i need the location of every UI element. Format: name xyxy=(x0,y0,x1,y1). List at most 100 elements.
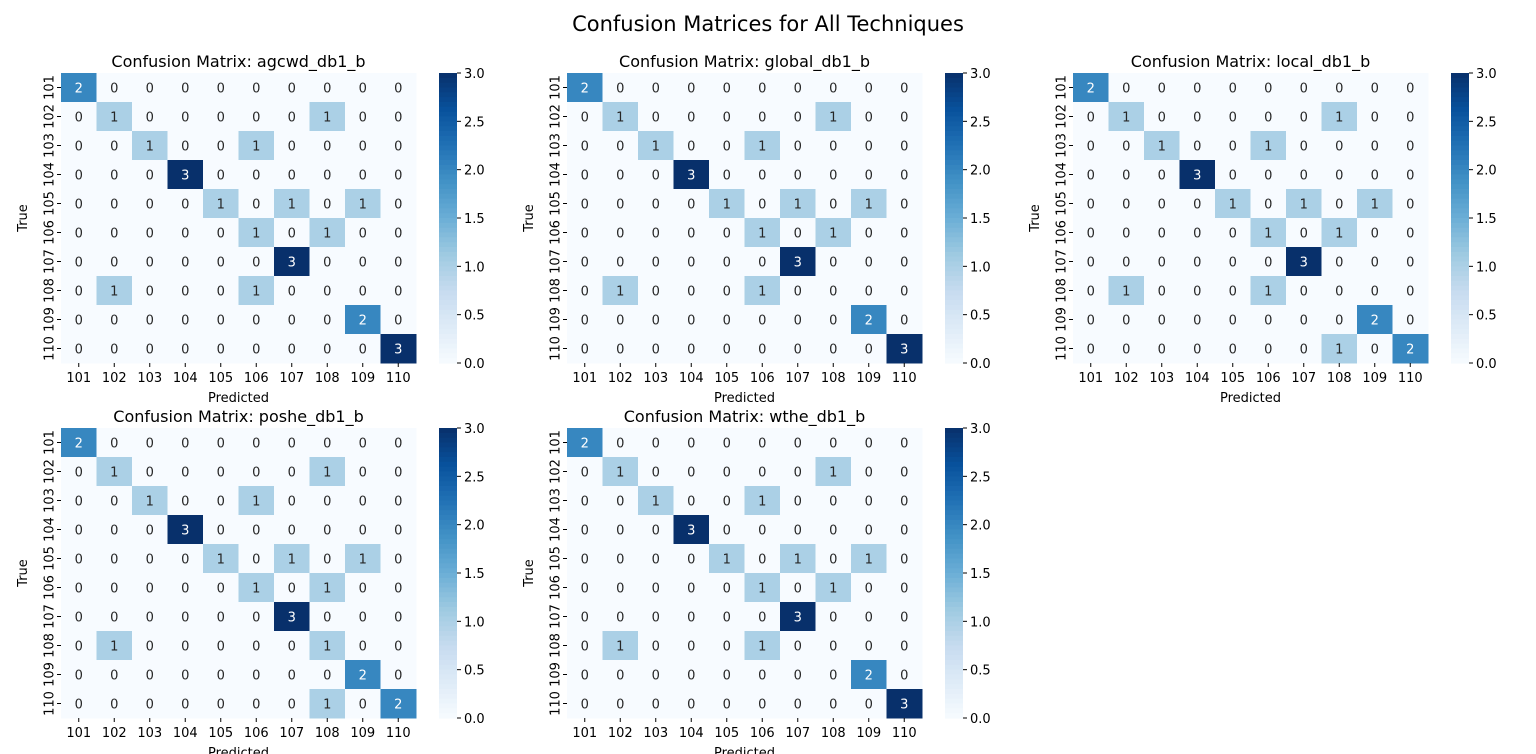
heatmap-cell xyxy=(815,457,852,487)
heatmap-cell xyxy=(1179,305,1216,335)
cell-value-label: 0 xyxy=(323,553,331,568)
colorbar-segment xyxy=(439,198,457,205)
colorbar-segment xyxy=(1451,179,1469,185)
colorbar-segment xyxy=(439,486,457,492)
cell-value-label: 0 xyxy=(146,82,154,97)
x-tick-label: 102 xyxy=(102,726,127,741)
heatmap-cell xyxy=(1286,276,1322,306)
x-tick-label: 109 xyxy=(350,726,375,741)
heatmap-cell xyxy=(96,631,133,661)
cell-value-label: 0 xyxy=(1087,314,1095,329)
cell-value-label: 0 xyxy=(900,582,908,597)
cell-value-label: 0 xyxy=(652,466,660,481)
colorbar-segment xyxy=(945,338,963,345)
cell-value-label: 1 xyxy=(652,140,660,155)
colorbar-segment xyxy=(945,261,963,267)
heatmap-cell xyxy=(1357,276,1393,306)
heatmap-cell xyxy=(380,73,417,103)
cell-value-label: 0 xyxy=(794,111,802,126)
cell-value-label: 0 xyxy=(829,524,837,539)
heatmap-cell xyxy=(709,276,745,306)
cell-value-label: 0 xyxy=(394,256,402,271)
colorbar-segment xyxy=(439,237,457,243)
heatmap-cell xyxy=(1357,334,1393,364)
cell-value-label: 0 xyxy=(1406,140,1414,155)
colorbar-segment xyxy=(439,626,457,632)
heatmap-cell xyxy=(1286,189,1322,219)
cell-value-label: 0 xyxy=(394,314,402,329)
colorbar-segment xyxy=(1451,295,1469,301)
heatmap-cell xyxy=(851,515,887,545)
colorbar-tick-label: 3.0 xyxy=(970,422,991,437)
colorbar-tick-label: 2.5 xyxy=(464,470,485,485)
cell-value-label: 0 xyxy=(794,582,802,597)
colorbar-segment xyxy=(1451,242,1469,248)
cell-value-label: 0 xyxy=(323,495,331,510)
cell-value-label: 0 xyxy=(288,640,296,655)
cell-value-label: 2 xyxy=(865,314,873,329)
y-tick-label: 107 xyxy=(549,604,564,629)
colorbar-segment xyxy=(945,442,963,448)
cell-value-label: 0 xyxy=(75,582,83,597)
heatmap-cell xyxy=(851,73,887,103)
cell-value-label: 0 xyxy=(1229,227,1237,242)
heatmap-cell xyxy=(1108,131,1145,161)
heatmap-cell xyxy=(780,660,816,690)
heatmap-cell xyxy=(815,660,852,690)
cell-value-label: 0 xyxy=(687,437,695,452)
colorbar-segment xyxy=(439,87,457,93)
x-tick-label: 108 xyxy=(315,371,340,386)
colorbar-segment xyxy=(439,447,457,453)
cell-value-label: 0 xyxy=(687,140,695,155)
heatmap-cell xyxy=(602,189,639,219)
colorbar-segment xyxy=(945,266,963,272)
cell-value-label: 0 xyxy=(146,437,154,452)
heatmap-cell xyxy=(673,660,710,690)
heatmap-cell xyxy=(638,602,674,632)
cell-value-label: 0 xyxy=(1264,82,1272,97)
cell-value-label: 0 xyxy=(323,524,331,539)
y-tick-label: 107 xyxy=(1055,249,1070,274)
cell-value-label: 0 xyxy=(900,285,908,300)
heatmap-cell xyxy=(274,73,310,103)
colorbar-segment xyxy=(439,655,457,661)
cell-value-label: 0 xyxy=(581,524,589,539)
cell-value-label: 0 xyxy=(1406,82,1414,97)
colorbar-segment xyxy=(945,519,963,526)
heatmap-cell xyxy=(238,457,275,487)
heatmap-cell xyxy=(744,573,781,603)
colorbar-segment xyxy=(945,679,963,685)
cell-value-label: 0 xyxy=(829,169,837,184)
heatmap-cell xyxy=(61,573,97,603)
cell-value-label: 1 xyxy=(616,466,624,481)
colorbar-segment xyxy=(1451,237,1469,243)
cell-value-label: 0 xyxy=(1406,198,1414,213)
colorbar-segment xyxy=(439,432,457,439)
heatmap-cell xyxy=(274,544,310,574)
colorbar-tick-label: 1.0 xyxy=(1476,260,1497,275)
colorbar-segment xyxy=(945,290,963,296)
heatmap-cell xyxy=(132,102,168,132)
colorbar-segment xyxy=(1451,97,1469,103)
cell-value-label: 0 xyxy=(794,466,802,481)
cell-value-label: 1 xyxy=(1158,140,1166,155)
x-tick-label: 105 xyxy=(1220,371,1245,386)
colorbar-segment xyxy=(945,437,963,444)
cell-value-label: 0 xyxy=(1335,285,1343,300)
colorbar-segment xyxy=(439,476,457,482)
cell-value-label: 0 xyxy=(581,669,589,684)
heatmap-cell xyxy=(638,428,674,458)
cell-value-label: 0 xyxy=(1264,198,1272,213)
cell-value-label: 0 xyxy=(1264,111,1272,126)
cell-value-label: 1 xyxy=(217,553,225,568)
colorbar-segment xyxy=(439,92,457,98)
cell-value-label: 0 xyxy=(1229,169,1237,184)
y-tick-label: 104 xyxy=(43,162,58,187)
heatmap-cell xyxy=(96,247,133,277)
colorbar-segment xyxy=(945,232,963,238)
heatmap-cell xyxy=(567,247,603,277)
colorbar-segment xyxy=(439,592,457,598)
colorbar-tick-label: 2.0 xyxy=(970,519,991,534)
cell-value-label: 0 xyxy=(1371,140,1379,155)
cell-value-label: 0 xyxy=(217,111,225,126)
